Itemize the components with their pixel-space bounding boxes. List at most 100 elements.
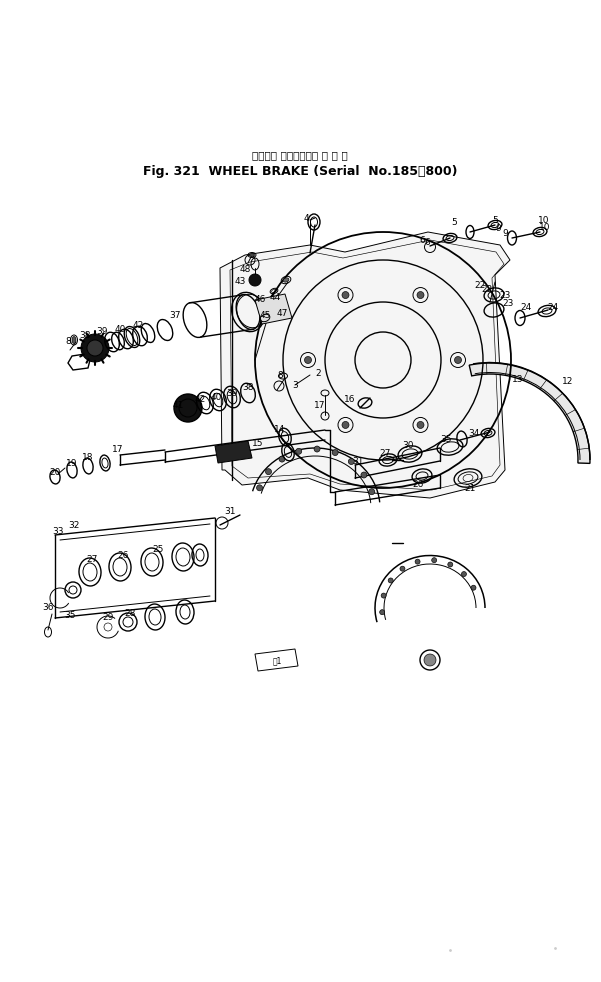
Text: 8: 8 [277,370,283,379]
Circle shape [296,449,302,455]
Circle shape [417,292,424,299]
Text: 28: 28 [124,609,136,618]
Circle shape [454,356,462,363]
Circle shape [424,654,436,666]
Text: 3: 3 [292,380,298,390]
Text: 19: 19 [66,459,78,467]
Text: 29: 29 [102,613,114,622]
Text: 35: 35 [64,612,76,621]
Text: 33: 33 [52,527,64,536]
Text: 38: 38 [79,332,91,341]
Ellipse shape [72,337,76,344]
Text: ホイール ブレーキ／適 用 号 機: ホイール ブレーキ／適 用 号 機 [252,150,348,160]
Text: 26: 26 [117,551,129,560]
Text: 図1: 図1 [272,657,282,666]
Circle shape [87,340,103,356]
Circle shape [417,421,424,428]
Text: 16: 16 [344,396,356,405]
Polygon shape [215,441,252,463]
Text: 6: 6 [419,236,425,245]
Text: 24: 24 [520,303,532,312]
Text: 8: 8 [65,338,71,347]
Text: 31: 31 [224,507,236,516]
Text: 6: 6 [424,238,430,246]
Text: 39: 39 [226,389,238,398]
Circle shape [314,446,320,452]
Text: 15: 15 [252,439,264,448]
Text: 37: 37 [169,311,181,320]
Text: 43: 43 [234,278,246,287]
Circle shape [174,394,202,422]
Text: 14: 14 [274,425,285,434]
Text: 46: 46 [254,296,266,304]
Text: 17: 17 [314,401,326,409]
Text: 4: 4 [303,213,309,223]
Text: 40: 40 [114,325,126,335]
Text: 45: 45 [259,311,270,320]
Text: 9: 9 [502,229,508,238]
Text: 42: 42 [194,396,206,405]
Text: 22: 22 [481,286,493,295]
Polygon shape [255,294,292,324]
Circle shape [361,472,367,478]
Text: Fig. 321  WHEEL BRAKE (Serial  No.185～800): Fig. 321 WHEEL BRAKE (Serial No.185～800) [143,165,457,178]
Text: 2: 2 [315,368,321,377]
Circle shape [349,459,355,464]
Text: 20: 20 [49,467,61,476]
Text: 34: 34 [468,428,480,438]
Text: 25: 25 [152,545,163,555]
Text: 22: 22 [474,281,486,290]
Text: 30: 30 [402,442,413,451]
Text: 24: 24 [548,302,558,311]
Text: 10: 10 [539,223,551,232]
Text: 18: 18 [82,454,94,463]
Text: 36: 36 [42,604,53,613]
Circle shape [266,468,272,474]
Text: 38: 38 [242,384,254,393]
Text: 23: 23 [502,299,514,307]
Text: 31: 31 [352,457,364,465]
Polygon shape [220,232,510,498]
Text: 47: 47 [276,308,288,317]
Text: 21: 21 [465,483,475,493]
Text: 5: 5 [451,217,457,227]
Circle shape [432,558,437,563]
Circle shape [400,567,405,572]
Text: 39: 39 [96,328,108,337]
Text: 13: 13 [512,375,523,385]
Circle shape [342,292,349,299]
Polygon shape [469,363,590,464]
Text: 23: 23 [499,292,511,300]
Circle shape [448,562,453,567]
Circle shape [342,421,349,428]
Circle shape [279,456,285,463]
Text: 32: 32 [69,521,80,530]
Text: 26: 26 [412,479,424,488]
Ellipse shape [249,253,254,256]
Circle shape [305,356,311,363]
Circle shape [471,585,476,590]
Circle shape [257,485,263,491]
Circle shape [380,610,385,615]
Text: 27: 27 [379,450,391,459]
Circle shape [369,489,374,495]
Circle shape [332,450,338,456]
Text: 9: 9 [495,224,501,233]
Ellipse shape [283,278,289,282]
Circle shape [249,274,261,286]
Text: 42: 42 [132,321,144,331]
Text: 35: 35 [441,435,452,445]
Text: 44: 44 [269,294,281,302]
Text: 5: 5 [492,215,498,225]
Text: 12: 12 [563,377,574,387]
Text: 17: 17 [112,446,124,455]
Text: 27: 27 [87,556,98,565]
Text: 41: 41 [172,402,184,410]
Circle shape [388,578,393,583]
Text: 10: 10 [538,215,550,225]
Circle shape [81,334,109,362]
Circle shape [381,593,386,598]
Circle shape [415,559,420,564]
Text: 40: 40 [210,393,222,402]
Circle shape [462,572,466,576]
